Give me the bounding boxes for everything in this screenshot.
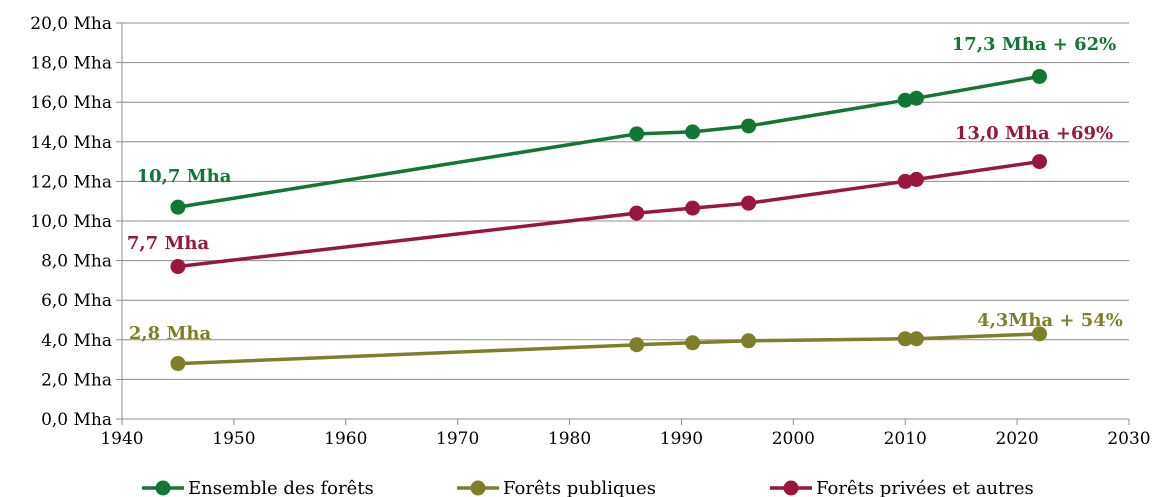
data-annotation: 7,7 Mha [127, 233, 210, 254]
y-tick-label: 6,0 Mha [41, 291, 112, 311]
x-tick-label: 2010 [884, 429, 927, 449]
y-tick-label: 2,0 Mha [41, 370, 112, 390]
x-tick-label: 1980 [548, 429, 591, 449]
data-point [908, 90, 924, 106]
data-point [629, 205, 645, 221]
data-point [897, 92, 913, 108]
x-tick-label: 1950 [212, 429, 255, 449]
legend-swatch-marker [470, 480, 486, 496]
y-tick-label: 10,0 Mha [30, 212, 112, 232]
x-tick-label: 2020 [995, 429, 1038, 449]
y-tick-label: 18,0 Mha [30, 54, 112, 74]
data-point [1031, 154, 1047, 170]
y-tick-label: 12,0 Mha [30, 172, 112, 192]
x-tick-label: 1960 [324, 429, 367, 449]
data-point [685, 335, 701, 351]
data-point [741, 118, 757, 134]
data-point [741, 195, 757, 211]
y-tick-label: 20,0 Mha [30, 14, 112, 34]
y-tick-label: 4,0 Mha [41, 331, 112, 351]
data-point [908, 331, 924, 347]
legend-swatch-marker [155, 480, 171, 496]
data-annotation: 13,0 Mha +69% [955, 123, 1113, 144]
x-tick-label: 2000 [772, 429, 815, 449]
data-point [741, 333, 757, 349]
axes: 0,0 Mha 2,0 Mha 4,0 Mha 6,0 Mha 8,0 Mha 10,0 … [30, 14, 1150, 449]
legend-label: Ensemble des forêts [188, 478, 374, 497]
y-tick-label: 8,0 Mha [41, 252, 112, 272]
x-tick-label: 1990 [660, 429, 703, 449]
y-tick-label: 16,0 Mha [30, 93, 112, 113]
annotations: 17,3 Mha + 62% 10,7 Mha 13,0 Mha +69% 7,7 M… [127, 34, 1123, 344]
y-tick-label: 0,0 Mha [41, 410, 112, 430]
data-point [897, 173, 913, 189]
data-annotation: 10,7 Mha [137, 166, 232, 187]
data-point [170, 356, 186, 372]
series-lines [170, 68, 1047, 372]
x-tick-label: 1970 [436, 429, 479, 449]
legend-swatch-marker [783, 480, 799, 496]
data-point [170, 199, 186, 215]
data-point [629, 337, 645, 353]
data-point [897, 331, 913, 347]
data-point [170, 259, 186, 275]
data-annotation: 4,3Mha + 54% [977, 310, 1123, 331]
data-annotation: 2,8 Mha [129, 323, 212, 344]
y-tick-label: 14,0 Mha [30, 133, 112, 153]
legend-label: Forêts privées et autres [816, 478, 1034, 497]
data-point [1031, 68, 1047, 84]
data-point [908, 171, 924, 187]
data-point [685, 124, 701, 140]
data-point [1031, 326, 1047, 342]
x-tick-label: 1940 [100, 429, 143, 449]
gridlines [122, 22, 1129, 420]
legend: Ensemble des forêts Forêts publiques Forêt… [142, 478, 1034, 497]
data-annotation: 17,3 Mha + 62% [952, 34, 1117, 55]
x-tick-label: 2030 [1107, 429, 1150, 449]
legend-label: Forêts publiques [503, 478, 656, 497]
data-point [629, 126, 645, 142]
data-point [685, 200, 701, 216]
